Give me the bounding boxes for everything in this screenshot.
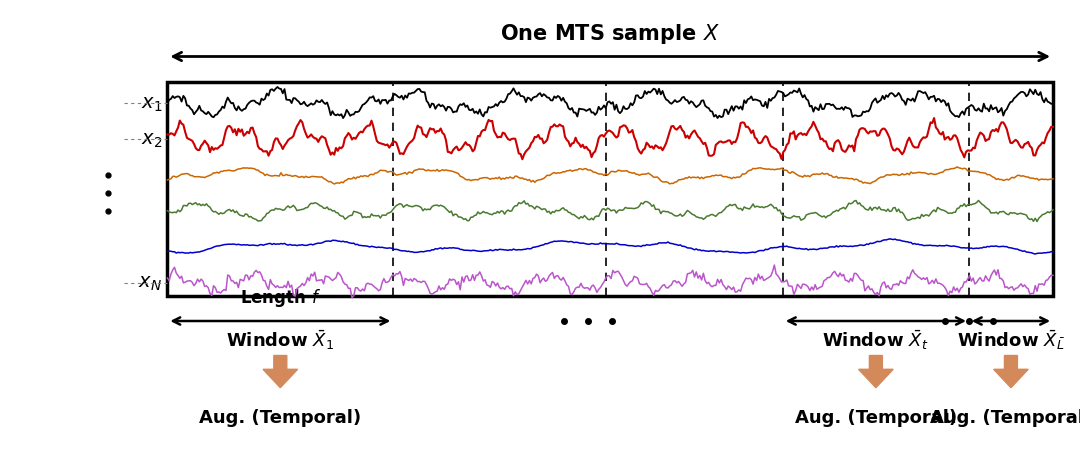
Text: Window $\bar{X}_{\bar{L}}$: Window $\bar{X}_{\bar{L}}$ [957, 328, 1065, 352]
FancyArrow shape [264, 356, 298, 388]
Text: $x_2$: $x_2$ [140, 130, 162, 149]
Text: Aug. (Temporal): Aug. (Temporal) [930, 409, 1080, 426]
FancyArrow shape [994, 356, 1028, 388]
Text: One MTS sample $X$: One MTS sample $X$ [500, 22, 720, 46]
Text: Aug. (Temporal): Aug. (Temporal) [199, 409, 362, 426]
Text: Length $f$: Length $f$ [240, 286, 321, 308]
Text: $x_N$: $x_N$ [138, 274, 162, 293]
Text: Aug. (Temporal): Aug. (Temporal) [795, 409, 957, 426]
Text: $x_1$: $x_1$ [140, 95, 162, 113]
FancyArrow shape [859, 356, 893, 388]
Text: Window $\bar{X}_t$: Window $\bar{X}_t$ [823, 328, 929, 352]
Bar [167, 83, 1053, 296]
Text: Window $\bar{X}_1$: Window $\bar{X}_1$ [226, 328, 335, 352]
